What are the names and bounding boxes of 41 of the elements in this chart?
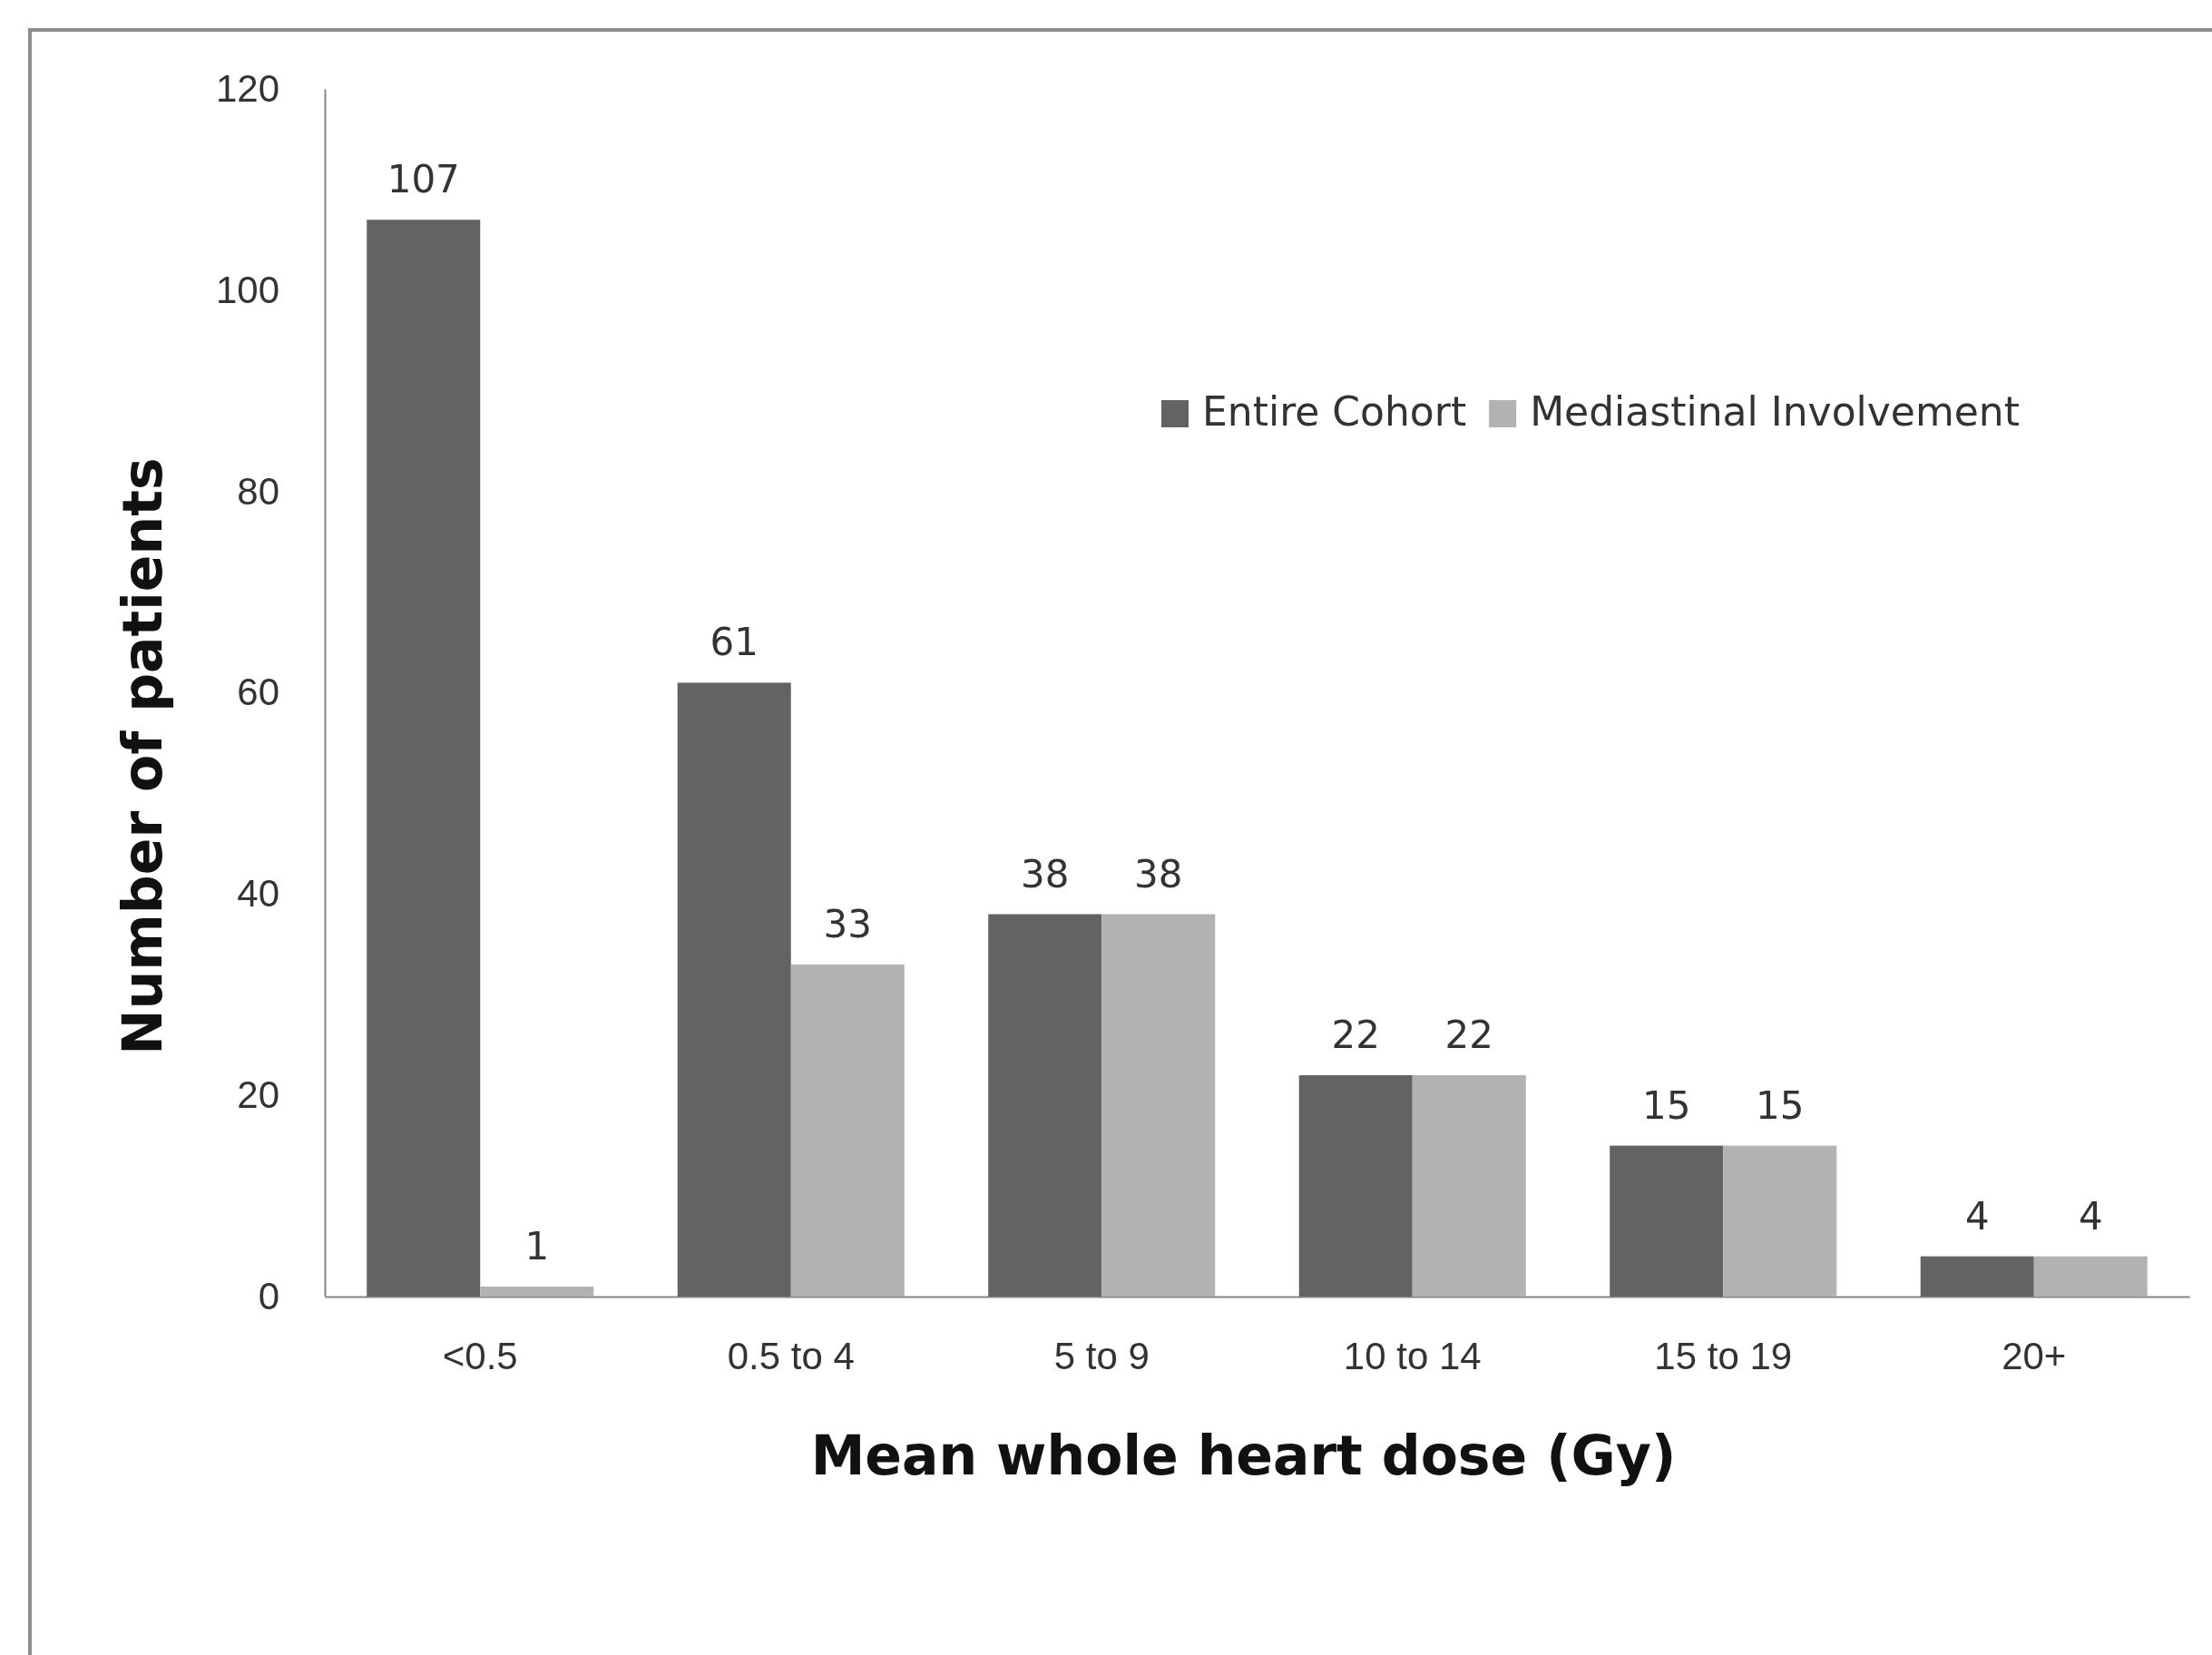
x-tick-label: 5 to 9 xyxy=(1053,1334,1150,1377)
bar xyxy=(1298,1074,1413,1297)
y-tick-label: 60 xyxy=(237,671,279,714)
x-tick-label: 0.5 to 4 xyxy=(727,1334,855,1377)
legend-label: Mediastinal Involvement xyxy=(1530,388,2020,435)
y-tick-label: 100 xyxy=(215,268,279,311)
bar xyxy=(1920,1256,2034,1297)
data-label: 38 xyxy=(1134,851,1183,896)
legend-label: Entire Cohort xyxy=(1202,388,1467,435)
x-tick-label: 10 to 14 xyxy=(1343,1334,1482,1377)
bar xyxy=(790,964,905,1297)
y-tick-label: 80 xyxy=(237,469,279,513)
bar xyxy=(367,220,481,1297)
data-label: 61 xyxy=(710,620,759,665)
y-tick-label: 20 xyxy=(237,1073,279,1117)
data-label: 4 xyxy=(2078,1193,2103,1239)
data-label: 15 xyxy=(1756,1082,1805,1128)
data-label: 4 xyxy=(1964,1193,1990,1239)
bar xyxy=(1610,1145,1724,1297)
y-tick-label: 120 xyxy=(215,66,279,110)
data-label: 22 xyxy=(1444,1012,1493,1057)
bar xyxy=(677,682,791,1297)
y-tick-label: 0 xyxy=(258,1274,279,1317)
x-tick-label: 20+ xyxy=(2002,1334,2067,1377)
x-tick-label: <0.5 xyxy=(442,1334,518,1377)
data-label: 38 xyxy=(1021,851,1070,896)
bar xyxy=(480,1286,594,1297)
bar xyxy=(988,914,1102,1297)
data-label: 1 xyxy=(524,1223,550,1268)
data-label: 107 xyxy=(387,157,460,202)
bar xyxy=(1101,914,1216,1297)
bar xyxy=(1412,1074,1526,1297)
data-label: 22 xyxy=(1331,1012,1380,1057)
data-label: 15 xyxy=(1642,1082,1691,1128)
data-label: 33 xyxy=(823,901,872,946)
x-axis-title: Mean whole heart dose (Gy) xyxy=(810,1424,1677,1487)
bar xyxy=(1723,1145,1837,1297)
y-axis-title: Number of patients xyxy=(111,457,174,1055)
bar xyxy=(2033,1256,2148,1297)
x-tick-label: 15 to 19 xyxy=(1654,1334,1793,1377)
y-tick-label: 40 xyxy=(237,872,279,916)
